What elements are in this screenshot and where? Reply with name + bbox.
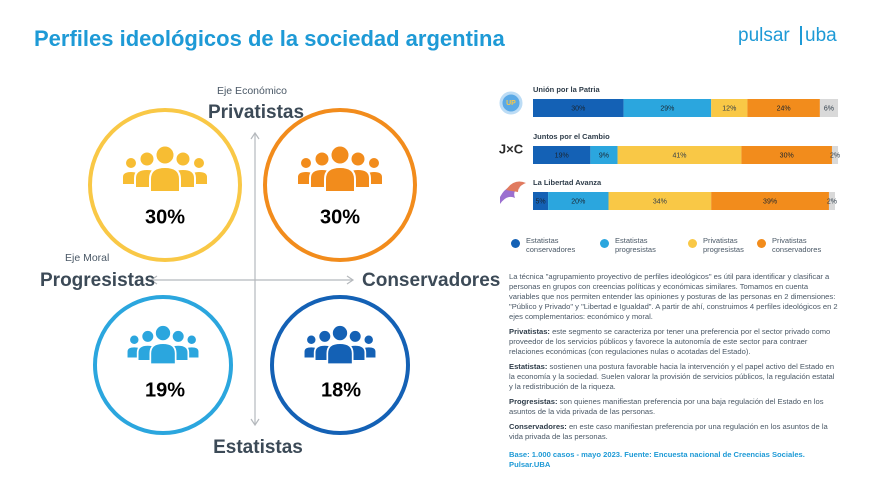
definition-term: Progresistas: bbox=[509, 397, 558, 406]
bar-segment bbox=[533, 99, 624, 117]
value-label: 41% bbox=[672, 152, 686, 159]
bar-segment bbox=[711, 192, 829, 210]
definition: Estatistas: sostienen una postura favora… bbox=[509, 362, 839, 392]
value-label: 30% bbox=[571, 105, 585, 112]
notes: La técnica "agrupamiento proyectivo de p… bbox=[509, 272, 839, 475]
axes bbox=[149, 131, 355, 427]
definition: Progresistas: son quienes manifiestan pr… bbox=[509, 397, 839, 417]
legend-item: Estatistas conservadores bbox=[511, 236, 586, 254]
value-label: 30% bbox=[780, 152, 794, 159]
bar-segment bbox=[747, 99, 820, 117]
definition-text: este segmento se caracteriza por tener u… bbox=[509, 327, 831, 356]
value-label: 12% bbox=[722, 105, 736, 112]
bar-segment bbox=[533, 146, 591, 164]
legend-item: Estatistas progresistas bbox=[600, 236, 675, 254]
legend-swatch bbox=[600, 239, 609, 248]
bar-segment bbox=[711, 99, 748, 117]
party-logo bbox=[506, 181, 526, 192]
profile-share: 30% bbox=[145, 206, 185, 228]
bar-segment bbox=[590, 146, 618, 164]
legend-label: Estatistas progresistas bbox=[615, 236, 656, 254]
definition-term: Conservadores: bbox=[509, 422, 567, 431]
bar-segment bbox=[533, 192, 549, 210]
intro: La técnica "agrupamiento proyectivo de p… bbox=[509, 272, 838, 321]
definition-text: son quienes manifiestan preferencia por … bbox=[509, 397, 824, 416]
title: Perfiles ideológicos de la sociedad arge… bbox=[34, 26, 505, 51]
source: Base: 1.000 casos - mayo 2023. Fuente: E… bbox=[509, 450, 805, 469]
category-label: La Libertad Avanza bbox=[533, 178, 602, 187]
bar-segment bbox=[608, 192, 712, 210]
value-label: 20% bbox=[571, 198, 585, 205]
value-label: 24% bbox=[777, 105, 791, 112]
axis-caption: Eje Económico bbox=[217, 85, 287, 97]
bar-segment bbox=[741, 146, 832, 164]
legend-item: Privatistas progresistas bbox=[688, 236, 763, 254]
value-label: 2% bbox=[827, 198, 837, 205]
bar-segment bbox=[831, 146, 839, 164]
legend-label: Estatistas conservadores bbox=[526, 236, 576, 254]
axis-label: Progresistas bbox=[40, 270, 155, 291]
party-logo-text: J×C bbox=[499, 141, 524, 156]
value-label: 39% bbox=[763, 198, 777, 205]
legend-swatch bbox=[511, 239, 520, 248]
bar-segment bbox=[617, 146, 742, 164]
logo-left: pulsar bbox=[738, 25, 790, 46]
value-label: 5% bbox=[535, 198, 545, 205]
category-label: Juntos por el Cambio bbox=[533, 132, 610, 141]
axis-label: Conservadores bbox=[362, 270, 500, 291]
value-label: 9% bbox=[599, 152, 609, 159]
axis-caption: Eje Moral bbox=[65, 252, 109, 264]
legend-label: Privatistas conservadores bbox=[772, 236, 822, 254]
profile-share: 19% bbox=[145, 379, 185, 401]
legend-swatch bbox=[688, 239, 697, 248]
axis-label: Privatistas bbox=[208, 102, 304, 123]
definition-term: Privatistas: bbox=[509, 327, 550, 336]
profile-share: 30% bbox=[320, 206, 360, 228]
bar-segment bbox=[819, 99, 839, 117]
value-label: 6% bbox=[824, 105, 834, 112]
party-logo bbox=[499, 91, 523, 115]
party-logo-text: UP bbox=[506, 100, 516, 107]
definition-text: sostienen una postura favorable hacia la… bbox=[509, 362, 835, 391]
legend-swatch bbox=[757, 239, 766, 248]
legend-label: Privatistas progresistas bbox=[703, 236, 744, 254]
value-label: 29% bbox=[660, 105, 674, 112]
bar-segment bbox=[828, 192, 835, 210]
axis-label: Estatistas bbox=[213, 437, 303, 458]
definition: Privatistas: este segmento se caracteriz… bbox=[509, 327, 839, 357]
legend-item: Privatistas conservadores bbox=[757, 236, 832, 254]
category-label: Unión por la Patria bbox=[533, 85, 601, 94]
value-label: 34% bbox=[653, 198, 667, 205]
value-label: 19% bbox=[555, 152, 569, 159]
definitions: Privatistas: este segmento se caracteriz… bbox=[509, 327, 839, 442]
profile-share: 18% bbox=[321, 379, 361, 401]
bar-segment bbox=[548, 192, 609, 210]
definition-term: Estatistas: bbox=[509, 362, 548, 371]
value-label: 2% bbox=[830, 152, 840, 159]
logo-right: uba bbox=[805, 25, 837, 46]
bar-segment bbox=[623, 99, 712, 117]
definition-text: en este caso manifiestan preferencia por… bbox=[509, 422, 828, 441]
definition: Conservadores: en este caso manifiestan … bbox=[509, 422, 839, 442]
